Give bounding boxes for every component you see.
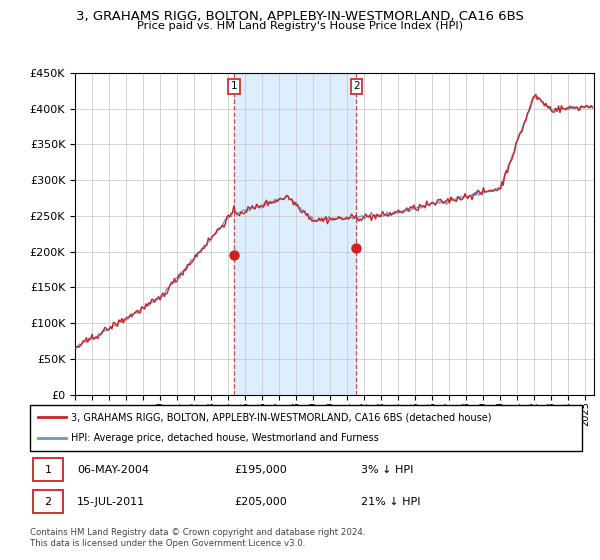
Text: 06-MAY-2004: 06-MAY-2004 [77, 465, 149, 475]
Text: 1: 1 [231, 81, 238, 91]
Text: 21% ↓ HPI: 21% ↓ HPI [361, 497, 421, 507]
Text: HPI: Average price, detached house, Westmorland and Furness: HPI: Average price, detached house, West… [71, 433, 379, 444]
Text: Contains HM Land Registry data © Crown copyright and database right 2024.: Contains HM Land Registry data © Crown c… [30, 528, 365, 536]
Text: £195,000: £195,000 [234, 465, 287, 475]
Text: Price paid vs. HM Land Registry's House Price Index (HPI): Price paid vs. HM Land Registry's House … [137, 21, 463, 31]
Text: 2: 2 [44, 497, 52, 507]
Text: 15-JUL-2011: 15-JUL-2011 [77, 497, 145, 507]
FancyBboxPatch shape [33, 491, 63, 514]
FancyBboxPatch shape [30, 405, 582, 451]
Text: 3, GRAHAMS RIGG, BOLTON, APPLEBY-IN-WESTMORLAND, CA16 6BS (detached house): 3, GRAHAMS RIGG, BOLTON, APPLEBY-IN-WEST… [71, 412, 492, 422]
Text: This data is licensed under the Open Government Licence v3.0.: This data is licensed under the Open Gov… [30, 539, 305, 548]
FancyBboxPatch shape [33, 458, 63, 481]
Text: 3% ↓ HPI: 3% ↓ HPI [361, 465, 413, 475]
Text: 2: 2 [353, 81, 360, 91]
Text: £205,000: £205,000 [234, 497, 287, 507]
Text: 3, GRAHAMS RIGG, BOLTON, APPLEBY-IN-WESTMORLAND, CA16 6BS: 3, GRAHAMS RIGG, BOLTON, APPLEBY-IN-WEST… [76, 10, 524, 22]
Bar [234, 73, 356, 395]
Text: 1: 1 [44, 465, 52, 475]
